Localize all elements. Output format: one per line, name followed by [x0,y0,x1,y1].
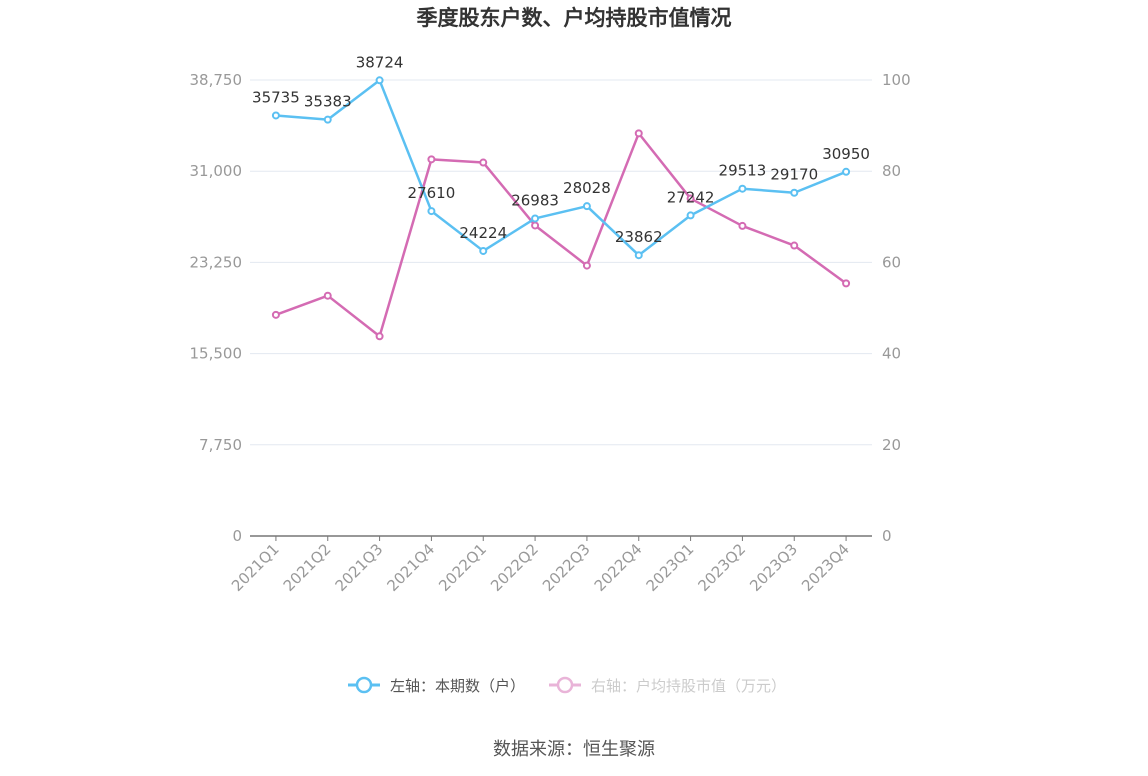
data-label: 23862 [615,228,663,246]
legend-item-1[interactable]: 右轴：户均持股市值（万元） [549,676,786,695]
x-tick-label: 2021Q4 [383,540,438,595]
legend-label: 左轴：本期数（户） [390,677,525,695]
data-label: 28028 [563,179,611,197]
data-point-left [790,188,799,197]
x-tick-label: 2021Q1 [228,540,283,595]
series-points [271,76,851,341]
data-point-left [582,202,591,211]
data-label: 30950 [822,145,870,163]
x-tick-label: 2023Q2 [694,540,749,595]
legend-marker [556,676,574,694]
data-label: 26983 [511,191,559,209]
data-label: 27610 [408,184,456,202]
chart-title: 季度股东户数、户均持股市值情况 [417,6,732,30]
data-label: 29170 [770,166,818,184]
axes: 0 0 7,750 20 15,500 40 23,250 60 31,000 80 38,750 1… [190,71,911,595]
data-label: 29513 [719,162,767,180]
data-point-left [479,246,488,255]
data-label: 27242 [667,188,715,206]
y-left-tick-label: 7,750 [199,436,242,454]
data-label: 35383 [304,93,352,111]
y-left-tick-label: 15,500 [190,345,243,363]
data-point-left [531,214,540,223]
x-tick-label: 2022Q4 [591,540,646,595]
data-point-left [634,251,643,260]
y-right-tick-label: 100 [882,71,911,89]
data-point-right [790,241,799,250]
data-point-left [427,207,436,216]
data-point-left [271,111,280,120]
y-right-tick-label: 40 [882,345,901,363]
y-right-tick-label: 20 [882,436,901,454]
data-point-left [375,76,384,85]
y-left-tick-label: 0 [232,527,242,545]
series-lines [275,79,847,338]
y-right-tick-label: 60 [882,253,901,271]
data-point-left [323,115,332,124]
data-point-left [686,211,695,220]
data-point-right [686,194,695,203]
legend-marker [355,676,373,694]
data-label: 35735 [252,88,300,106]
data-point-right [531,221,540,230]
legend-label: 右轴：户均持股市值（万元） [591,677,786,695]
data-point-right [582,261,591,270]
data-point-right [375,332,384,341]
data-label: 38724 [356,53,404,71]
source-note: 数据来源：恒生聚源 [493,739,655,760]
x-tick-label: 2021Q3 [332,540,387,595]
x-tick-label: 2022Q3 [539,540,594,595]
data-label: 24224 [459,224,507,242]
data-point-right [634,129,643,138]
series-line-left [275,79,847,257]
data-point-right [427,155,436,164]
x-tick-label: 2022Q1 [435,540,490,595]
data-point-right [323,291,332,300]
legend[interactable]: 左轴：本期数（户） 右轴：户均持股市值（万元） [348,676,786,695]
legend-item-0[interactable]: 左轴：本期数（户） [348,676,525,695]
data-point-right [738,221,747,230]
grid [250,79,872,446]
series-line-right [275,132,847,338]
x-tick-label: 2023Q3 [746,540,801,595]
x-tick-label: 2023Q4 [798,540,853,595]
x-tick-label: 2023Q1 [643,540,698,595]
x-tick-label: 2021Q2 [280,540,335,595]
data-point-right [271,310,280,319]
data-point-right [479,158,488,167]
y-left-tick-label: 38,750 [190,71,243,89]
x-tick-label: 2022Q2 [487,540,542,595]
y-left-tick-label: 31,000 [190,162,243,180]
data-point-left [738,184,747,193]
y-right-tick-label: 80 [882,162,901,180]
y-left-tick-label: 23,250 [190,253,243,271]
y-right-tick-label: 0 [882,527,892,545]
data-point-right [842,279,851,288]
data-point-left [842,167,851,176]
